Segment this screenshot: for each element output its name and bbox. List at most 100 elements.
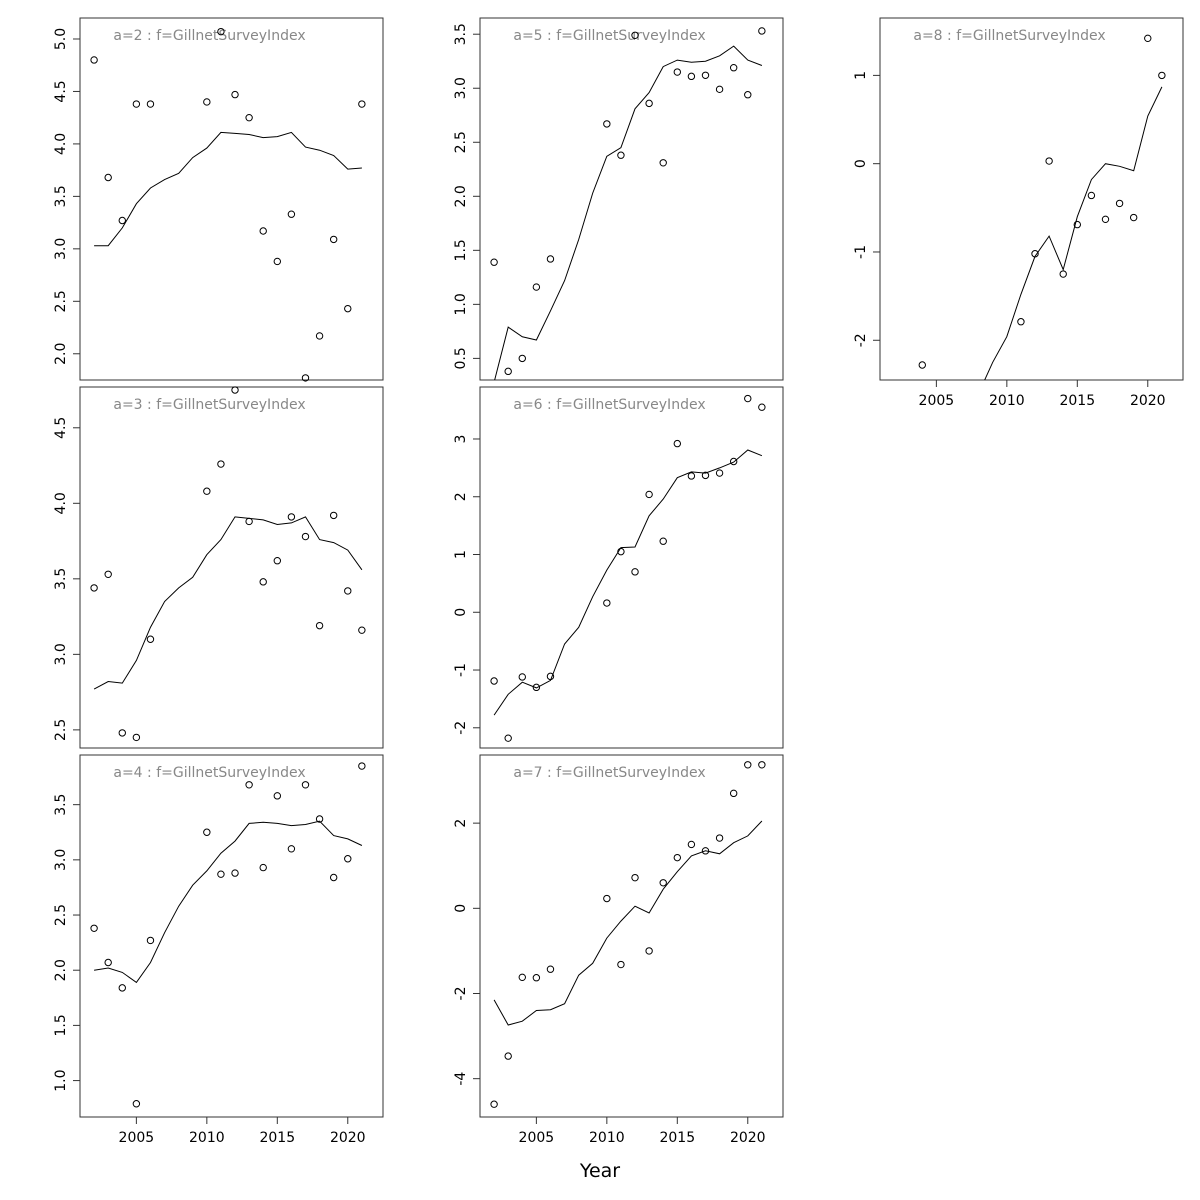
observed-point [217,460,225,468]
observed-point [132,100,141,108]
observed-point [546,672,555,681]
y-tick-label: 2.5 [53,904,69,926]
observed-point [259,578,267,586]
observed-point [729,64,738,72]
y-tick-label: 3.0 [53,238,69,260]
y-tick-label: 3.5 [53,185,69,207]
observed-point [631,873,639,882]
observed-point [273,257,282,266]
observed-point [329,511,338,520]
y-tick-label: 0 [453,608,469,617]
observed-point [315,815,324,823]
plot-frame [479,754,784,1118]
observed-point [701,471,710,480]
y-tick-label: 3.5 [453,23,469,45]
observed-point [758,403,766,411]
fitted-line [984,86,1163,380]
y-tick-label: 0 [853,159,869,168]
panel-title: a=3 : f=GillnetSurveyIndex [113,397,305,413]
observed-point [287,513,296,521]
y-tick-label: 4.0 [53,133,69,155]
observed-point [659,879,667,887]
observed-point [301,374,310,382]
panel-2: a=3 : f=GillnetSurveyIndex 2.5 3.0 3.5 4.0 4.… [53,386,384,749]
observed-point [645,490,653,499]
observed-point [104,173,112,182]
observed-point [918,361,926,369]
observed-point [687,72,696,81]
panel-title: a=5 : f=GillnetSurveyIndex [513,28,705,44]
observed-point [490,1100,498,1108]
y-tick-label: -2 [453,987,469,1001]
observed-point [344,855,352,863]
observed-point [518,973,526,982]
observed-point [532,974,541,982]
observed-point [358,762,366,770]
observed-point [701,71,710,79]
observed-point [744,761,752,769]
y-tick-label: -1 [853,245,869,259]
y-tick-label: 2.0 [53,343,69,365]
observed-point [231,90,239,99]
fitted-line [94,820,363,984]
observed-point [90,584,98,592]
y-tick-label: 4.5 [53,417,69,439]
observed-point [329,873,338,882]
observed-point [617,960,625,969]
panel-3: a=4 : f=GillnetSurveyIndex 1.0 1.5 2.0 2.5 3.… [53,754,384,1146]
observed-point [1144,34,1152,43]
plot-frame [79,386,384,749]
observed-point [504,734,512,742]
y-tick-label: 1 [853,71,869,80]
observed-point [118,216,126,225]
observed-point [217,27,225,36]
panel-title: a=2 : f=GillnetSurveyIndex [113,28,305,44]
y-tick-label: 2.0 [453,185,469,207]
observed-point [504,367,512,376]
observed-point [518,354,526,363]
plot-frame [479,17,784,381]
observed-point [245,113,253,122]
plot-frame [879,17,1184,381]
y-tick-label: 1.0 [53,1069,69,1091]
panel-4: a=5 : f=GillnetSurveyIndex 0.5 1.0 1.5 2.0 2.… [453,17,784,381]
observed-point [301,532,310,541]
x-tick-label: 2015 [259,1130,295,1146]
observed-point [687,840,696,849]
observed-point [273,792,282,800]
observed-point [715,85,724,94]
observed-point [329,235,338,244]
observed-point [217,870,225,878]
observed-point [631,31,639,39]
observed-point [245,517,253,526]
y-tick-label: 2 [453,492,469,501]
x-tick-label: 2010 [989,393,1025,409]
panel-7: a=8 : f=GillnetSurveyIndex -2 -1 0 1 2005 2010… [853,17,1184,409]
y-tick-label: 1 [453,550,469,559]
observed-point [617,151,625,159]
observed-point [532,283,541,291]
panel-6: a=7 : f=GillnetSurveyIndex -4 -2 0 2 2005 2010… [453,754,784,1146]
observed-point [315,621,324,630]
observed-point [146,100,155,108]
x-tick-label: 2010 [589,1130,625,1146]
x-tick-label: 2015 [659,1130,695,1146]
y-tick-label: -2 [453,721,469,735]
observed-point [132,1100,141,1108]
observed-point [715,834,724,842]
observed-point [673,439,682,448]
observed-point [490,258,498,266]
observed-point [287,845,296,853]
y-tick-label: 3.0 [453,77,469,99]
x-tick-label: 2005 [519,1130,555,1146]
observed-point [673,68,682,76]
observed-point [1017,318,1025,326]
observed-point [1045,157,1053,165]
observed-point [146,635,155,643]
observed-point [231,386,239,394]
observed-point [118,729,126,737]
observed-point [546,255,555,263]
observed-point [259,227,267,235]
y-tick-label: 2.5 [53,719,69,741]
